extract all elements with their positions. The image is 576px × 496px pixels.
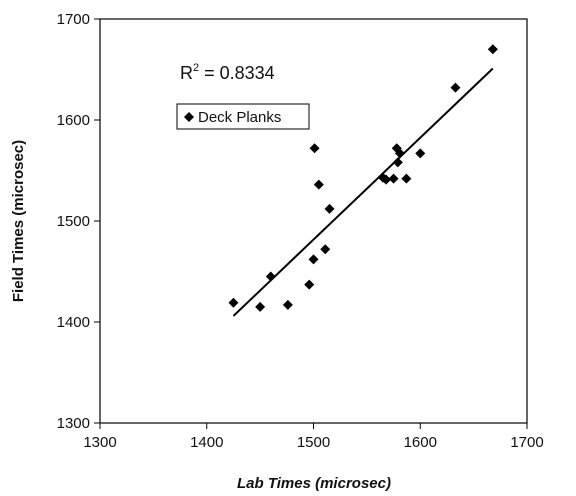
data-point-diamond (309, 143, 320, 154)
y-tick-label: 1700 (57, 11, 90, 28)
x-axis-title: Lab Times (microsec) (237, 475, 391, 492)
y-tick-label: 1600 (57, 112, 90, 129)
y-tick-label: 1400 (57, 314, 90, 331)
data-point-diamond (313, 179, 324, 190)
x-tick-label: 1700 (510, 434, 543, 451)
y-tick-label: 1300 (57, 415, 90, 432)
y-axis-title: Field Times (microsec) (10, 140, 27, 302)
data-point-diamond (388, 173, 399, 184)
data-point-diamond (304, 279, 315, 290)
data-point-diamond (282, 299, 293, 310)
data-point-diamond (401, 173, 412, 184)
data-point-diamond (308, 254, 319, 265)
x-tick-label: 1600 (404, 434, 437, 451)
data-point-diamond (228, 297, 239, 308)
legend: Deck Planks (176, 103, 310, 130)
x-tick-label: 1300 (83, 434, 116, 451)
r-squared-superscript: 2 (193, 62, 199, 74)
linear-trendline (232, 67, 494, 317)
x-tick-label: 1400 (190, 434, 223, 451)
r-squared-prefix: R (180, 63, 193, 83)
data-point-diamond (320, 244, 331, 255)
legend-marker-diamond (184, 112, 194, 122)
data-point-diamond (381, 174, 392, 185)
y-axis-ticks: 1300 1400 1500 1600 1700 (57, 11, 100, 432)
x-axis-ticks: 1300 1400 1500 1600 1700 (83, 423, 544, 451)
data-point-diamond (255, 301, 266, 312)
data-point-diamond (450, 82, 461, 93)
r-squared-annotation: R2 = 0.8334 (180, 62, 275, 83)
legend-box (176, 103, 310, 130)
data-point-diamond (324, 203, 335, 214)
y-tick-label: 1500 (57, 213, 90, 230)
legend-label: Deck Planks (198, 109, 281, 126)
r-squared-value: = 0.8334 (199, 63, 275, 83)
plot-area-frame (99, 18, 528, 424)
x-tick-label: 1500 (297, 434, 330, 451)
trendline-group (232, 67, 494, 317)
data-point-diamond (392, 157, 403, 168)
data-point-diamond (487, 44, 498, 55)
data-point-diamond (394, 148, 405, 159)
data-point-diamond (265, 271, 276, 282)
data-point-diamond (415, 148, 426, 159)
data-points (228, 44, 498, 312)
